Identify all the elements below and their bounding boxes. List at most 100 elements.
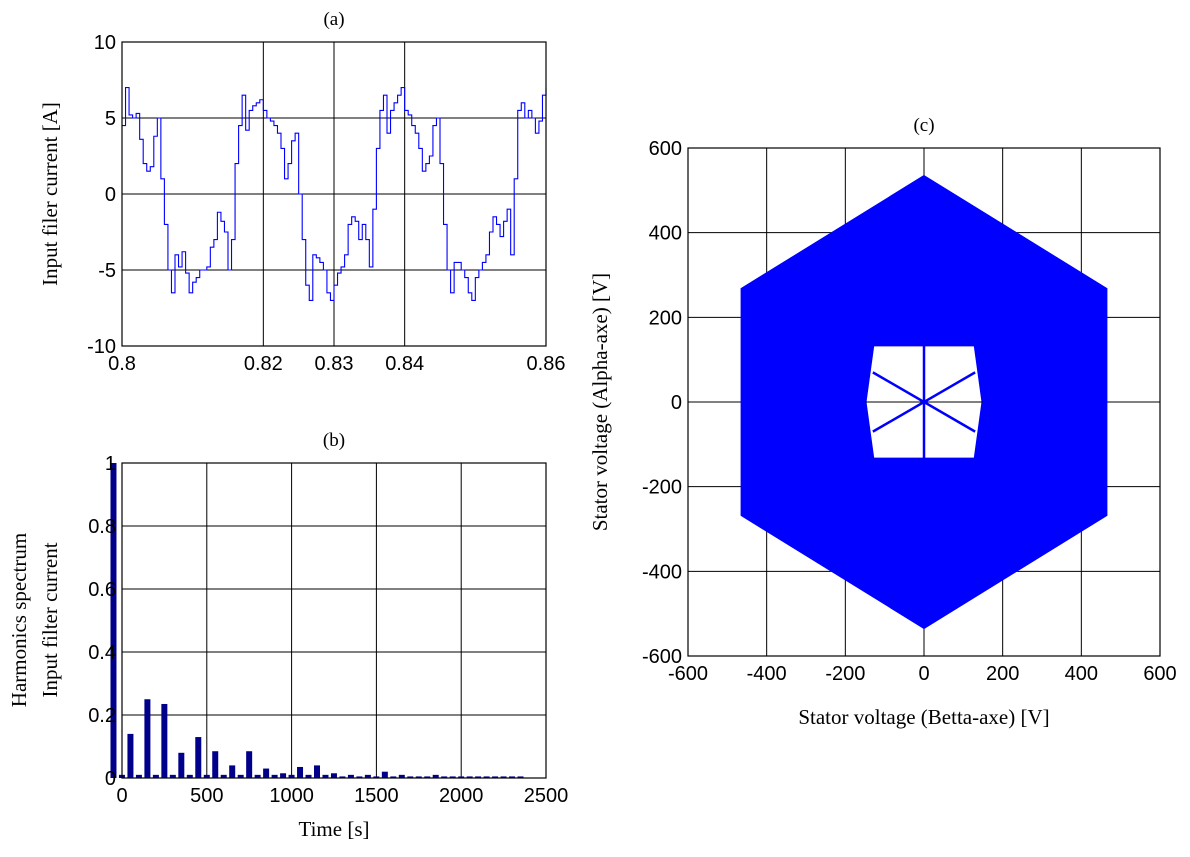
b-bar — [246, 751, 253, 778]
b-bar — [254, 774, 261, 778]
b-xtick-label: 1500 — [354, 785, 399, 807]
b-bar — [407, 776, 414, 778]
c-xtick-label: 0 — [918, 663, 929, 685]
b-bar — [263, 768, 270, 778]
b-bar — [381, 771, 388, 778]
b-ytick-label: 0.8 — [88, 516, 116, 538]
b-bar — [237, 774, 244, 778]
c-xlabel: Stator voltage (Betta-axe) [V] — [798, 705, 1049, 729]
a-xtick-label: 0.8 — [108, 353, 136, 375]
b-bar — [186, 774, 193, 778]
b-bar — [441, 776, 448, 778]
b-bar — [203, 774, 210, 778]
b-bar — [517, 776, 524, 778]
b-bar — [212, 751, 219, 778]
b-bar — [356, 776, 363, 778]
c-ytick-label: 400 — [649, 223, 682, 245]
c-xtick-label: 600 — [1143, 663, 1176, 685]
a-frame — [121, 41, 547, 347]
b-bar — [483, 776, 490, 778]
b-bar — [364, 774, 371, 778]
b-ytick-label: 0.4 — [88, 642, 116, 664]
b-bar — [178, 752, 185, 778]
c-xtick-label: -600 — [668, 663, 708, 685]
b-bar — [297, 766, 304, 778]
b-bar — [322, 774, 329, 778]
c-frame — [687, 147, 1161, 657]
a-ytick-label: 0 — [105, 184, 116, 206]
b-bar — [280, 773, 287, 778]
c-ytick-label: -600 — [642, 646, 682, 668]
b-ylabel: Harmonics spectrum — [7, 533, 31, 707]
a-ytick-label: 5 — [105, 108, 116, 130]
b-bar — [195, 737, 202, 778]
a-ylabel: Input filer current [A] — [38, 102, 62, 286]
b-bar — [135, 774, 142, 778]
b-bar — [161, 703, 168, 778]
b-bar — [390, 776, 397, 778]
a-title: (a) — [323, 9, 344, 30]
b-bar — [314, 765, 320, 778]
b-ytick-label: 0 — [105, 768, 116, 790]
b-ytick-label: 0.2 — [88, 705, 116, 727]
b-bar — [398, 774, 405, 778]
b-bar — [330, 773, 337, 778]
c-xtick-label: 200 — [986, 663, 1019, 685]
b-xtick-label: 1000 — [269, 785, 314, 807]
b-bar — [144, 699, 151, 778]
b-bar — [466, 776, 473, 778]
c-ytick-label: 600 — [649, 138, 682, 160]
a-ytick-label: -10 — [87, 336, 116, 358]
b-bar — [220, 774, 227, 778]
b-bar — [347, 774, 354, 778]
b-bar — [509, 776, 516, 778]
b-xtick-label: 500 — [190, 785, 223, 807]
chart-c: -600 -400 -200 0 200 400 600 -600 -400 -200 0 200 40… — [588, 115, 1177, 729]
b-bar — [169, 774, 176, 778]
a-xtick-label: 0.83 — [315, 353, 354, 375]
b-ytick-label: 0.6 — [88, 579, 116, 601]
c-ytick-label: 200 — [649, 307, 682, 329]
b-bar — [424, 776, 431, 778]
b-bar — [305, 774, 312, 778]
b-ylabel2: Input filter current — [38, 542, 62, 697]
c-ytick-label: -400 — [642, 561, 682, 583]
chart-a: 0.8 0.82 0.83 0.84 0.86 -10 -5 0 5 10 (a) Input fil… — [38, 9, 565, 375]
b-bar — [500, 776, 507, 778]
b-bar — [492, 776, 499, 778]
c-ytick-label: -200 — [642, 477, 682, 499]
b-bar — [415, 776, 422, 778]
b-bar — [475, 776, 482, 778]
c-ylabel: Stator voltage (Alpha-axe) [V] — [588, 273, 612, 531]
b-bar — [288, 774, 295, 778]
b-bar — [229, 765, 236, 778]
a-ytick-label: 10 — [94, 32, 116, 54]
b-xtick-label: 0 — [116, 785, 127, 807]
b-xtick-label: 2500 — [524, 785, 569, 807]
c-title: (c) — [913, 115, 934, 136]
b-frame — [121, 462, 547, 779]
c-xtick-label: 400 — [1065, 663, 1098, 685]
b-bar — [449, 776, 456, 778]
a-xtick-label: 0.82 — [244, 353, 283, 375]
b-bar — [127, 733, 134, 778]
a-xtick-label: 0.84 — [385, 353, 424, 375]
b-bar — [110, 463, 117, 778]
b-bar — [458, 776, 465, 778]
b-xtick-label: 2000 — [439, 785, 484, 807]
c-ytick-label: 0 — [671, 392, 682, 414]
b-xlabel: Time [s] — [299, 817, 370, 841]
a-xtick-label: 0.86 — [527, 353, 566, 375]
b-bar — [373, 776, 380, 778]
c-xtick-label: -400 — [747, 663, 787, 685]
b-bar — [339, 776, 346, 778]
c-xtick-label: -200 — [825, 663, 865, 685]
b-bar — [432, 774, 439, 778]
b-ytick-label: 1 — [105, 453, 116, 475]
b-bar — [271, 774, 278, 778]
b-title: (b) — [323, 430, 345, 451]
a-ytick-label: -5 — [98, 260, 116, 282]
a-series-line — [122, 87, 547, 301]
b-bar — [152, 774, 159, 778]
chart-b: 0 500 1000 1500 2000 2500 0 0.2 0.4 0.6 0.8 1 (b) Tim… — [7, 430, 568, 841]
